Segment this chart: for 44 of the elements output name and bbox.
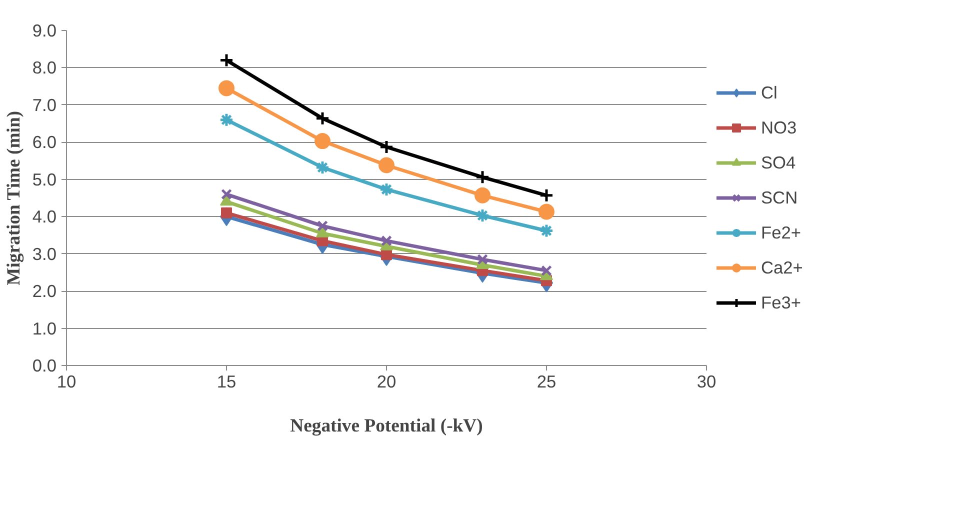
point — [477, 254, 488, 265]
point — [379, 182, 394, 197]
point — [541, 265, 552, 276]
y-axis-title: Migration Time (min) — [3, 110, 24, 286]
legend-label: NO3 — [761, 117, 797, 138]
point — [475, 208, 490, 223]
point — [219, 53, 234, 68]
point — [538, 204, 554, 220]
x-tick-label: 20 — [376, 372, 396, 392]
point — [221, 188, 232, 200]
legend-label: Cl — [761, 82, 778, 103]
y-tick-label: 6.0 — [32, 132, 57, 152]
x-axis-title: Negative Potential (-kV) — [290, 416, 483, 436]
point — [315, 160, 330, 175]
y-tick-label: 9.0 — [32, 20, 57, 40]
legend-label: SO4 — [761, 152, 796, 173]
point — [378, 157, 394, 174]
y-tick-label: 2.0 — [32, 281, 57, 302]
x-tick-label: 15 — [216, 372, 236, 392]
x-tick-label: 25 — [536, 372, 556, 392]
x-tick-label: 30 — [696, 372, 716, 392]
point — [315, 111, 330, 126]
point — [474, 187, 490, 204]
y-tick-label: 3.0 — [32, 244, 57, 264]
y-tick-label: 1.0 — [32, 318, 57, 338]
point — [219, 112, 234, 128]
y-tick-label: 4.0 — [32, 206, 57, 227]
legend-label: Ca2+ — [761, 257, 803, 278]
point — [381, 235, 392, 246]
y-tick-label: 5.0 — [32, 169, 57, 190]
point — [317, 220, 328, 232]
legend-label: Fe3+ — [761, 292, 801, 313]
point — [379, 140, 394, 154]
point — [475, 170, 490, 184]
legend-label: Fe2+ — [761, 222, 801, 243]
point — [539, 224, 554, 238]
legend-label: SCN — [761, 187, 798, 208]
y-tick-label: 8.0 — [32, 58, 57, 78]
x-tick-label: 10 — [56, 372, 76, 392]
point — [539, 188, 554, 203]
y-tick-label: 0.0 — [32, 356, 57, 376]
y-tick-label: 7.0 — [32, 94, 57, 115]
point — [218, 80, 234, 96]
point — [314, 133, 330, 150]
